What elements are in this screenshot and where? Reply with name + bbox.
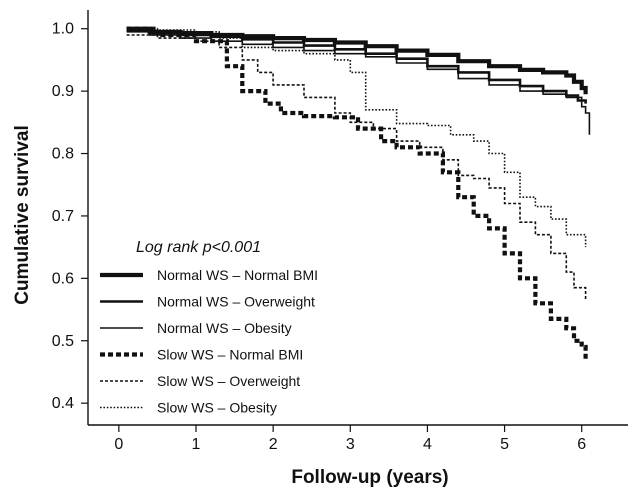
x-tick-label: 5 [500, 436, 509, 453]
axes [81, 10, 628, 432]
x-tick-label: 4 [423, 436, 432, 453]
legend-label-2: Normal WS – Overweight [157, 294, 315, 310]
x-tick-label: 1 [192, 436, 201, 453]
y-tick-label: 0.8 [52, 146, 74, 163]
y-tick-label: 0.6 [52, 270, 74, 287]
x-tick-labels: 0 1 2 3 4 5 6 [114, 436, 586, 453]
series-lines [126, 26, 591, 360]
legend-label-3: Normal WS – Obesity [157, 320, 292, 336]
series-line-2 [126, 29, 587, 104]
series-line-5 [126, 34, 587, 301]
y-tick-label: 1.0 [52, 21, 74, 38]
x-tick-label: 2 [269, 436, 278, 453]
x-axis-title: Follow-up (years) [291, 467, 448, 488]
legend: Normal WS – Normal BMI Normal WS – Overwe… [100, 267, 318, 416]
x-tick-label: 0 [114, 436, 123, 453]
series-line-4 [126, 26, 588, 360]
log-rank-annotation: Log rank p<0.001 [136, 239, 261, 256]
y-tick-labels: 0.4 0.5 0.6 0.7 0.8 0.9 1.0 [52, 21, 74, 412]
y-tick-label: 0.5 [52, 333, 74, 350]
legend-label-4: Slow WS – Normal BMI [157, 347, 303, 363]
series-line-6 [126, 27, 587, 248]
y-tick-label: 0.9 [52, 83, 74, 100]
y-tick-label: 0.4 [52, 395, 74, 412]
legend-label-6: Slow WS – Obesity [157, 400, 277, 416]
legend-label-5: Slow WS – Overweight [157, 373, 300, 389]
x-tick-label: 6 [577, 436, 586, 453]
legend-label-1: Normal WS – Normal BMI [157, 267, 318, 283]
y-tick-label: 0.7 [52, 208, 74, 225]
x-tick-label: 3 [346, 436, 355, 453]
y-axis-title: Cumulative survival [12, 125, 33, 305]
